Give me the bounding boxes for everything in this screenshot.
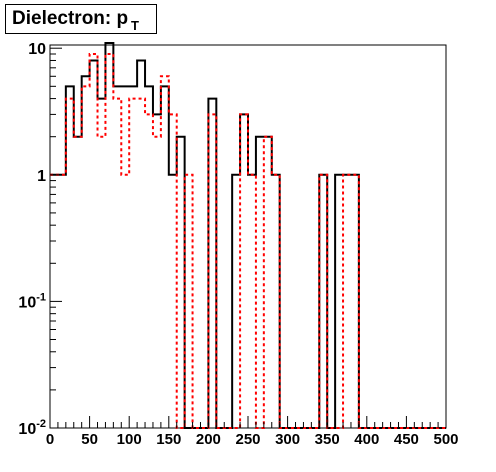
x-tick-label: 50 bbox=[81, 431, 98, 448]
x-tick-label: 0 bbox=[46, 431, 54, 448]
plot-frame bbox=[49, 44, 447, 429]
title-box: Dielectron: p T bbox=[5, 4, 157, 34]
y-tick-label: 1 bbox=[37, 168, 46, 185]
x-tick-label: 450 bbox=[394, 431, 419, 448]
y-tick-label: 10-1 bbox=[18, 291, 46, 311]
axis-layer: 0 50 100 150 200 250 300 350 400 450 500 10-2 10-1 1 1… bbox=[18, 41, 458, 448]
x-tick-label: 500 bbox=[433, 431, 458, 448]
x-tick-label: 100 bbox=[117, 431, 142, 448]
y-tick-label: 10-2 bbox=[18, 418, 46, 438]
y-tick-label: 10 bbox=[28, 41, 46, 58]
x-tick-label: 300 bbox=[275, 431, 300, 448]
chart-title: Dielectron: p bbox=[12, 8, 129, 29]
x-tick-label: 150 bbox=[156, 431, 181, 448]
x-tick-label: 400 bbox=[354, 431, 379, 448]
chart-title-subscript: T bbox=[131, 18, 139, 33]
x-tick-label: 200 bbox=[196, 431, 221, 448]
x-tick-label: 250 bbox=[235, 431, 260, 448]
x-tick-label: 350 bbox=[315, 431, 340, 448]
